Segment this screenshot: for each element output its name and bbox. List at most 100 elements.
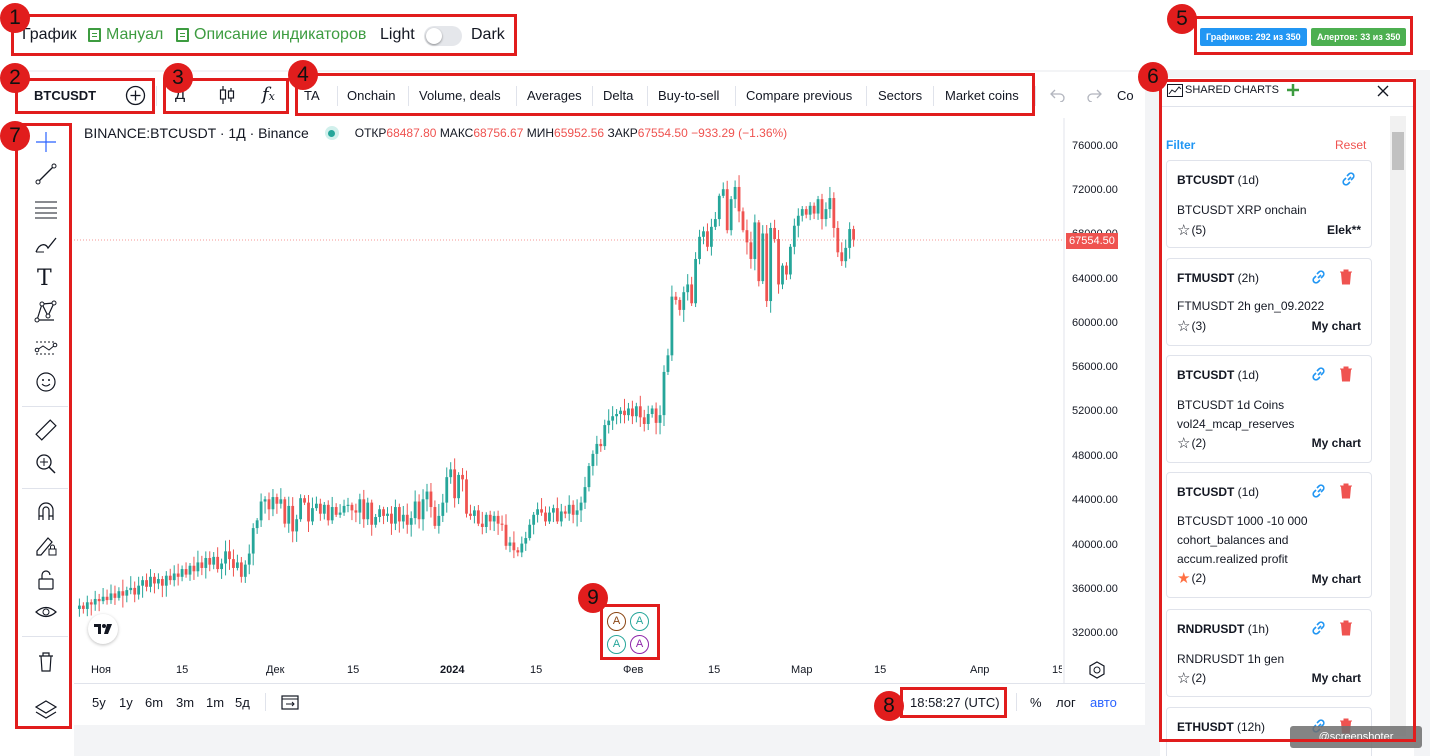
theme-toggle[interactable] xyxy=(424,26,462,46)
alert-marker[interactable]: A xyxy=(630,635,649,654)
tab-ta[interactable]: TA xyxy=(304,88,320,103)
candle-body xyxy=(81,605,85,609)
delete-icon[interactable] xyxy=(1339,483,1353,499)
candle-body xyxy=(500,523,504,525)
timeframe-1y[interactable]: 1y xyxy=(119,695,133,710)
utc-clock[interactable]: 18:58:27 (UTC) xyxy=(910,695,1000,710)
brush-icon[interactable] xyxy=(34,232,58,256)
symbol-search[interactable]: BTCUSDT xyxy=(34,88,97,103)
tv-logo-icon xyxy=(94,624,112,634)
unlock-icon[interactable] xyxy=(34,568,58,592)
link-icon[interactable] xyxy=(1311,269,1327,285)
reset-button[interactable]: Reset xyxy=(1335,138,1367,152)
tab-delta[interactable]: Delta xyxy=(603,88,634,103)
candle-body xyxy=(678,299,682,310)
link-icon[interactable] xyxy=(1341,171,1357,187)
auto-scale-toggle[interactable]: авто xyxy=(1090,695,1117,710)
undo-icon[interactable] xyxy=(1050,88,1066,102)
eye-icon[interactable] xyxy=(34,600,58,624)
chart-settings-icon[interactable] xyxy=(1088,661,1106,679)
filter-button[interactable]: Filter xyxy=(1166,138,1196,152)
delete-icon[interactable] xyxy=(1339,620,1353,636)
shared-chart-card[interactable]: BTCUSDT (1d) BTCUSDT XRP onchain ☆ (5) El… xyxy=(1166,160,1372,248)
candle-body xyxy=(852,229,855,240)
trash-icon[interactable] xyxy=(34,650,58,674)
star-icon[interactable]: ☆ xyxy=(1177,222,1191,239)
crosshair-icon[interactable] xyxy=(34,130,58,154)
ruler-icon[interactable] xyxy=(34,418,58,442)
tab-compare-previous[interactable]: Compare previous xyxy=(746,88,853,103)
percent-scale-toggle[interactable]: % xyxy=(1030,695,1042,710)
tab-market-coins[interactable]: Market coins xyxy=(945,88,1019,103)
layers-icon[interactable] xyxy=(34,698,58,722)
add-symbol-icon[interactable] xyxy=(125,85,146,106)
timeframe-1m[interactable]: 1m xyxy=(206,695,225,710)
timeframe-3m[interactable]: 3m xyxy=(176,695,195,710)
magnet-icon[interactable] xyxy=(34,500,58,524)
shared-chart-card[interactable]: BTCUSDT (1d) BTCUSDT 1d Coins vol24_mcap_… xyxy=(1166,355,1372,463)
alert-marker[interactable]: A xyxy=(630,612,649,631)
timeframe-6m[interactable]: 6m xyxy=(145,695,164,710)
candle-body xyxy=(386,513,389,516)
shared-chart-card[interactable]: RNDRUSDT (1h) RNDRUSDT 1h gen ☆ (2) My ch… xyxy=(1166,609,1372,697)
manual-link[interactable]: Мануал xyxy=(88,26,163,44)
lock-drawing-icon[interactable] xyxy=(34,534,58,558)
fib-lines-icon[interactable] xyxy=(34,198,58,222)
forecast-icon[interactable] xyxy=(34,336,58,360)
candle-body xyxy=(287,505,291,524)
star-filled-icon[interactable]: ★ xyxy=(1177,570,1191,587)
annotation-number-5: 5 xyxy=(1167,4,1197,34)
add-chart-icon[interactable] xyxy=(1286,83,1300,97)
emoji-icon[interactable] xyxy=(34,370,58,394)
chart-pane[interactable] xyxy=(74,118,1145,683)
candle-body xyxy=(397,507,401,522)
star-icon[interactable]: ☆ xyxy=(1177,435,1191,452)
tab-volume-deals[interactable]: Volume, deals xyxy=(419,88,501,103)
header-title[interactable]: График xyxy=(22,26,77,43)
shared-chart-card[interactable]: FTMUSDT (2h) FTMUSDT 2h gen_09.2022 ☆ (3)… xyxy=(1166,258,1372,346)
candle-body xyxy=(579,502,583,511)
scrollbar-thumb[interactable] xyxy=(1392,132,1404,170)
tab-sectors[interactable]: Sectors xyxy=(878,88,923,103)
tab-onchain[interactable]: Onchain xyxy=(347,88,396,103)
tab-overflow[interactable]: Co xyxy=(1117,88,1134,103)
delete-icon[interactable] xyxy=(1339,269,1353,285)
candle-body xyxy=(504,524,508,546)
indicators-fx-icon[interactable]: fx xyxy=(262,84,275,105)
delete-icon[interactable] xyxy=(1339,366,1353,382)
star-icon[interactable]: ☆ xyxy=(1177,670,1191,687)
link-icon[interactable] xyxy=(1311,620,1327,636)
candle-body xyxy=(350,504,354,511)
tradingview-logo[interactable] xyxy=(88,614,118,644)
shared-chart-card[interactable]: BTCUSDT (1d) BTCUSDT 1000 -10 000 cohort_… xyxy=(1166,472,1372,598)
trend-line-icon[interactable] xyxy=(34,162,58,186)
legend-title[interactable]: BINANCE:BTCUSDT · 1Д · Binance xyxy=(84,125,309,141)
tab-averages[interactable]: Averages xyxy=(527,88,582,103)
star-icon[interactable]: ☆ xyxy=(1177,318,1191,335)
date-range-icon[interactable] xyxy=(281,694,299,710)
candle-style-icon[interactable] xyxy=(218,85,236,105)
price-chart[interactable] xyxy=(74,118,1145,683)
time-axis[interactable]: Ноя 15 Дек 15 2024 15 Фев 15 Мар 15 Апр … xyxy=(74,657,1064,683)
redo-icon[interactable] xyxy=(1086,88,1102,102)
tab-buy-to-sell[interactable]: Buy-to-sell xyxy=(658,88,720,103)
alert-marker[interactable]: A xyxy=(607,612,626,631)
link-icon[interactable] xyxy=(1311,366,1327,382)
link-icon[interactable] xyxy=(1311,483,1327,499)
timeframe-5y[interactable]: 5y xyxy=(92,695,106,710)
panel-scrollbar[interactable] xyxy=(1390,116,1406,736)
pattern-icon[interactable] xyxy=(34,300,58,324)
document-icon xyxy=(88,28,101,42)
text-tool-icon[interactable]: T xyxy=(37,266,52,291)
timeframe-5d[interactable]: 5д xyxy=(235,695,250,710)
indicators-description-link[interactable]: Описание индикаторов xyxy=(176,26,366,44)
candle-body xyxy=(765,233,769,302)
candle-body xyxy=(247,553,251,565)
price-tick: 52000.00 xyxy=(1072,405,1118,417)
candle-body xyxy=(413,501,417,519)
log-scale-toggle[interactable]: лог xyxy=(1056,695,1076,710)
close-icon[interactable] xyxy=(1377,85,1389,97)
alert-marker[interactable]: A xyxy=(607,635,626,654)
zoom-in-icon[interactable] xyxy=(34,452,58,476)
interval-selector[interactable]: Д xyxy=(175,86,186,103)
